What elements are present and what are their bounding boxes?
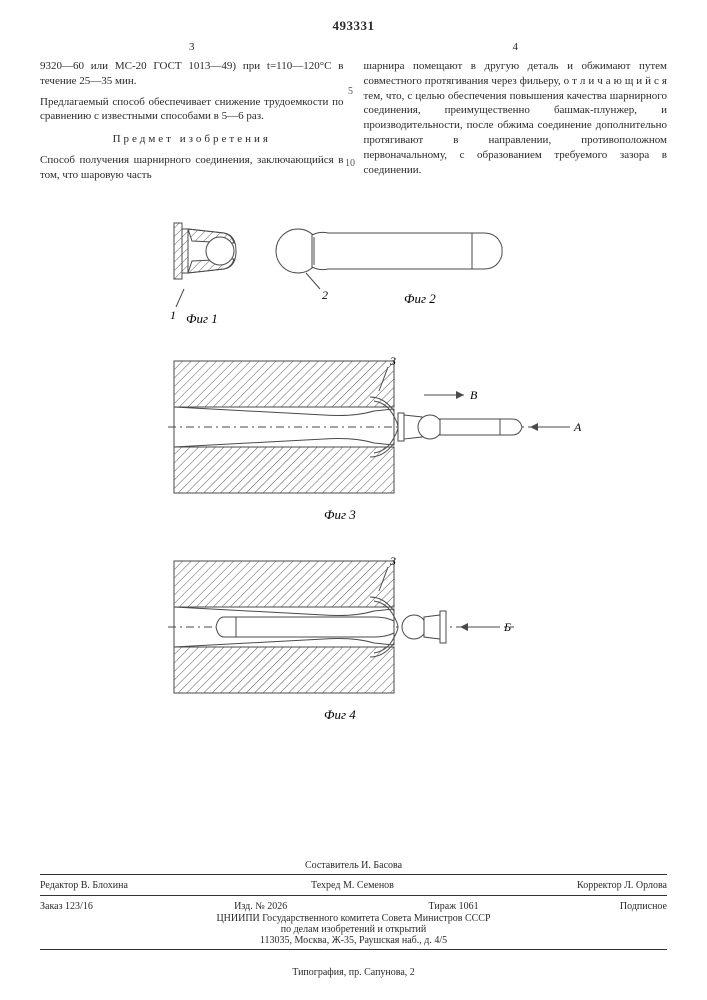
- footer-compiler: Составитель И. Басова: [40, 860, 667, 871]
- fig3-ref3: 3: [389, 354, 396, 368]
- fig3-label: Фиг 3: [324, 507, 356, 522]
- footer-typography: Типография, пр. Сапунова, 2: [0, 967, 707, 978]
- section-title: Предмет изобретения: [40, 132, 344, 147]
- line-number-5: 5: [348, 86, 353, 97]
- fig3: 3 В А Фиг 3: [168, 354, 582, 522]
- fig2-ref2: 2: [322, 288, 328, 302]
- footer-sign: Подписное: [620, 901, 667, 912]
- footer-tirazh: Тираж 1061: [429, 901, 479, 912]
- footer: Составитель И. Басова Редактор В. Блохин…: [40, 860, 667, 954]
- fig1: 1 Фиг 1: [170, 223, 236, 326]
- left-p2: Предлагаемый способ обеспечивает снижени…: [40, 95, 344, 125]
- right-p1: шарнира помещают в другую деталь и обжим…: [364, 59, 668, 178]
- footer-editor: Редактор В. Блохина: [40, 880, 128, 891]
- fig2-label: Фиг 2: [404, 291, 436, 306]
- footer-org1: ЦНИИПИ Государственного комитета Совета …: [40, 913, 667, 924]
- fig4: 3 Б Фиг 4: [168, 554, 514, 722]
- left-column: 3 9320—60 или МС-20 ГОСТ 1013—49) при t=…: [40, 40, 344, 189]
- footer-order: Заказ 123/16: [40, 901, 93, 912]
- fig4-arrowB: Б: [503, 620, 511, 634]
- col-num-left: 3: [40, 40, 344, 55]
- fig3-arrowA: А: [573, 420, 582, 434]
- right-column: 4 шарнира помещают в другую деталь и обж…: [364, 40, 668, 189]
- footer-addr: 113035, Москва, Ж-35, Раушская наб., д. …: [40, 935, 667, 946]
- left-p1: 9320—60 или МС-20 ГОСТ 1013—49) при t=11…: [40, 59, 344, 89]
- fig1-label: Фиг 1: [186, 311, 218, 326]
- footer-org2: по делам изобретений и открытий: [40, 924, 667, 935]
- patent-number: 493331: [40, 18, 667, 34]
- footer-izd: Изд. № 2026: [234, 901, 287, 912]
- fig4-label: Фиг 4: [324, 707, 356, 722]
- fig3-arrowB: В: [470, 388, 478, 402]
- figures-svg: 1 Фиг 1 2 Фиг 2: [104, 201, 604, 741]
- fig2: 2 Фиг 2: [276, 229, 502, 306]
- figures-block: 1 Фиг 1 2 Фиг 2: [40, 201, 667, 741]
- fig1-ref1: 1: [170, 308, 176, 322]
- footer-techred: Техред М. Семенов: [311, 880, 394, 891]
- line-number-10: 10: [345, 158, 355, 169]
- col-num-right: 4: [364, 40, 668, 55]
- left-p3: Способ получения шарнирного соединения, …: [40, 153, 344, 183]
- footer-corrector: Корректор Л. Орлова: [577, 880, 667, 891]
- fig4-ref3: 3: [389, 554, 396, 568]
